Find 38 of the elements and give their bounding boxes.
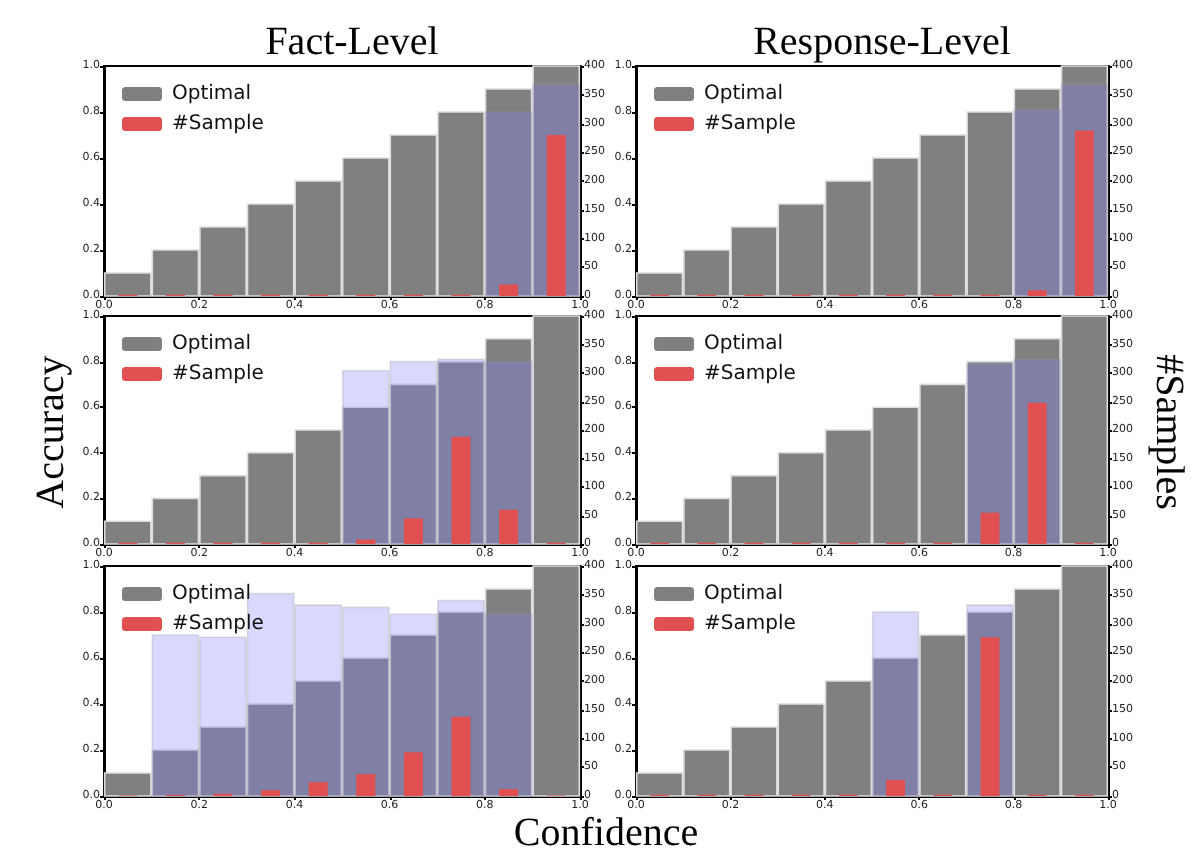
legend-label: #Sample — [704, 113, 796, 135]
legend-label: Optimal — [172, 83, 252, 105]
bar — [403, 518, 423, 544]
legend-label: Optimal — [704, 83, 784, 105]
bar — [499, 789, 519, 796]
legend-label: Optimal — [704, 583, 784, 605]
legend-label: #Sample — [704, 613, 796, 635]
legend-label: #Sample — [172, 113, 264, 135]
bar — [403, 752, 423, 796]
bar — [356, 774, 376, 796]
bar — [451, 436, 471, 544]
bar — [341, 369, 390, 545]
legend-label: Optimal — [172, 333, 252, 355]
bar — [871, 611, 920, 797]
legend-label: Optimal — [172, 583, 252, 605]
bar — [499, 284, 519, 296]
legend-label: #Sample — [704, 363, 796, 385]
bar — [451, 716, 471, 796]
bar — [1027, 402, 1047, 544]
legend-label: #Sample — [172, 613, 264, 635]
bar — [341, 606, 390, 797]
bar — [199, 636, 247, 797]
bar — [294, 604, 343, 797]
bar — [886, 779, 906, 796]
bar — [546, 135, 566, 296]
bar — [499, 509, 519, 544]
bar — [151, 634, 200, 797]
y-axis-title: Accuracy — [29, 355, 75, 509]
legend-label: #Sample — [172, 363, 264, 385]
bar — [1027, 290, 1047, 296]
legend-label: Optimal — [704, 333, 784, 355]
bar — [308, 782, 328, 796]
x-axis-title: Confidence — [513, 811, 699, 857]
bar — [980, 512, 1000, 544]
chart-title: Response-Level — [753, 20, 1012, 64]
y2-axis-title: #Samples — [1145, 354, 1191, 510]
chart-title: Fact-Level — [265, 20, 440, 64]
bar — [261, 790, 281, 796]
